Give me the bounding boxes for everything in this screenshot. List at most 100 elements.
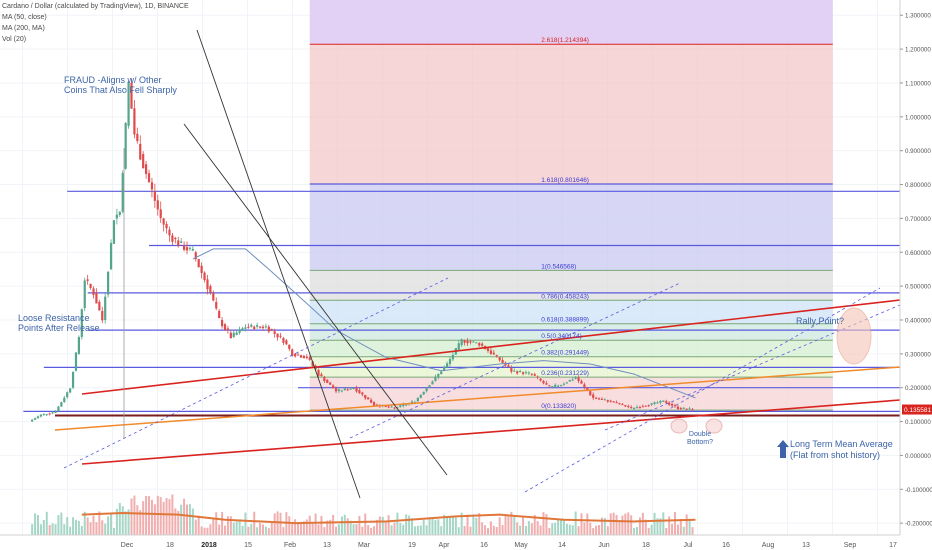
volume-bar bbox=[177, 510, 180, 535]
volume-bar bbox=[180, 504, 183, 535]
candle-body bbox=[516, 371, 519, 374]
candle-body bbox=[685, 408, 688, 410]
volume-bar bbox=[574, 511, 577, 535]
candle-body bbox=[329, 382, 332, 385]
volume-bar bbox=[48, 525, 51, 535]
volume-bar bbox=[215, 512, 218, 535]
candle-body bbox=[264, 326, 268, 328]
volume-bar bbox=[685, 514, 688, 535]
volume-bar bbox=[498, 517, 501, 535]
volume-bar bbox=[112, 527, 115, 535]
volume-bar bbox=[612, 512, 615, 535]
time-tick-label: Jun bbox=[598, 542, 609, 549]
volume-bar bbox=[647, 527, 650, 535]
candle-body bbox=[241, 328, 244, 331]
volume-bar bbox=[571, 525, 574, 535]
candle-body bbox=[530, 373, 533, 375]
volume-bar bbox=[238, 519, 241, 535]
volume-bar bbox=[165, 498, 168, 535]
candle-body bbox=[422, 391, 425, 395]
volume-bar bbox=[69, 526, 72, 535]
volume-bar bbox=[349, 520, 352, 535]
price-tick-label: 1.300000 bbox=[905, 13, 931, 20]
volume-bar bbox=[72, 517, 75, 535]
candle-body bbox=[460, 339, 463, 346]
volume-bar bbox=[156, 495, 159, 535]
volume-bar bbox=[615, 514, 618, 535]
resistance-annotation-line1: Loose Resistance bbox=[18, 313, 90, 323]
candle-body bbox=[39, 414, 43, 417]
candle-body bbox=[153, 191, 156, 201]
volume-bar bbox=[484, 525, 487, 535]
candle-body bbox=[51, 412, 54, 414]
volume-bar bbox=[641, 512, 644, 535]
candle-body bbox=[440, 371, 443, 375]
candle-body bbox=[77, 337, 80, 354]
price-tick-label: -0.100000 bbox=[905, 487, 932, 494]
volume-bar bbox=[150, 499, 153, 535]
candle-body bbox=[586, 387, 589, 392]
volume-bar bbox=[39, 524, 42, 535]
volume-legend[interactable]: Vol (20) bbox=[2, 36, 27, 43]
volume-bar bbox=[472, 514, 475, 535]
time-tick-label: 17 bbox=[889, 542, 897, 549]
candle-body bbox=[545, 383, 548, 385]
volume-bar bbox=[662, 512, 665, 535]
volume-bar bbox=[89, 522, 92, 535]
volume-bar bbox=[259, 522, 262, 535]
candle-body bbox=[156, 200, 159, 210]
volume-bar bbox=[104, 523, 107, 535]
price-axis: 1.300000 1.200000 1.100000 1.000000 0.900000… bbox=[899, 0, 932, 550]
candle-body bbox=[630, 407, 633, 409]
ma200-legend[interactable]: MA (200, MA) bbox=[2, 25, 45, 32]
candle-body bbox=[340, 390, 343, 392]
volume-bar bbox=[206, 527, 209, 535]
candle-body bbox=[361, 392, 364, 395]
volume-bar bbox=[495, 527, 498, 535]
volume-bar bbox=[399, 522, 402, 535]
candle-body bbox=[253, 326, 256, 330]
candle-body bbox=[107, 271, 110, 295]
candle-body bbox=[142, 154, 145, 169]
fib-level-label: 0.5(0.340174) bbox=[541, 333, 581, 340]
volume-bar bbox=[282, 527, 285, 535]
volume-bar bbox=[232, 522, 235, 535]
volume-bar bbox=[408, 515, 411, 535]
volume-bar bbox=[489, 521, 492, 535]
candle-body bbox=[621, 404, 624, 406]
candle-body bbox=[305, 356, 308, 358]
volume-bar bbox=[36, 515, 39, 535]
volume-bar bbox=[302, 521, 305, 535]
fibonacci-labels: 2.618(1.214394) 1.618(0.801646) 1(0.546568… bbox=[541, 37, 589, 410]
double-bottom-annotation: Double Bottom? bbox=[680, 431, 720, 447]
volume-bar bbox=[358, 515, 361, 535]
volume-bar bbox=[335, 526, 338, 535]
candle-body bbox=[510, 368, 513, 372]
candle-body bbox=[223, 324, 227, 330]
volume-bar bbox=[522, 516, 525, 535]
candle-body bbox=[574, 377, 577, 379]
volume-bar bbox=[127, 509, 130, 535]
volume-bar bbox=[422, 519, 425, 535]
resistance-annotation-line2: Points After Release bbox=[18, 323, 100, 333]
volume-bar bbox=[618, 521, 621, 535]
volume-bar bbox=[449, 516, 451, 535]
ma50-legend[interactable]: MA (50, close) bbox=[2, 14, 47, 21]
volume-bar bbox=[115, 508, 118, 535]
volume-bar bbox=[54, 524, 57, 535]
candle-body bbox=[559, 384, 563, 386]
volume-bar bbox=[583, 522, 586, 535]
candle-body bbox=[402, 404, 405, 407]
falling-channel-lower bbox=[183, 123, 448, 476]
volume-bar bbox=[294, 519, 297, 535]
volume-bar bbox=[481, 522, 484, 535]
candle-body bbox=[554, 384, 557, 387]
candle-body bbox=[399, 405, 402, 408]
double-bottom-left bbox=[670, 418, 688, 434]
time-tick-label: 13 bbox=[802, 542, 810, 549]
time-tick-label: Jul bbox=[684, 542, 693, 549]
candle-body bbox=[472, 341, 475, 343]
candle-body bbox=[481, 343, 484, 346]
candle-body bbox=[104, 296, 107, 320]
